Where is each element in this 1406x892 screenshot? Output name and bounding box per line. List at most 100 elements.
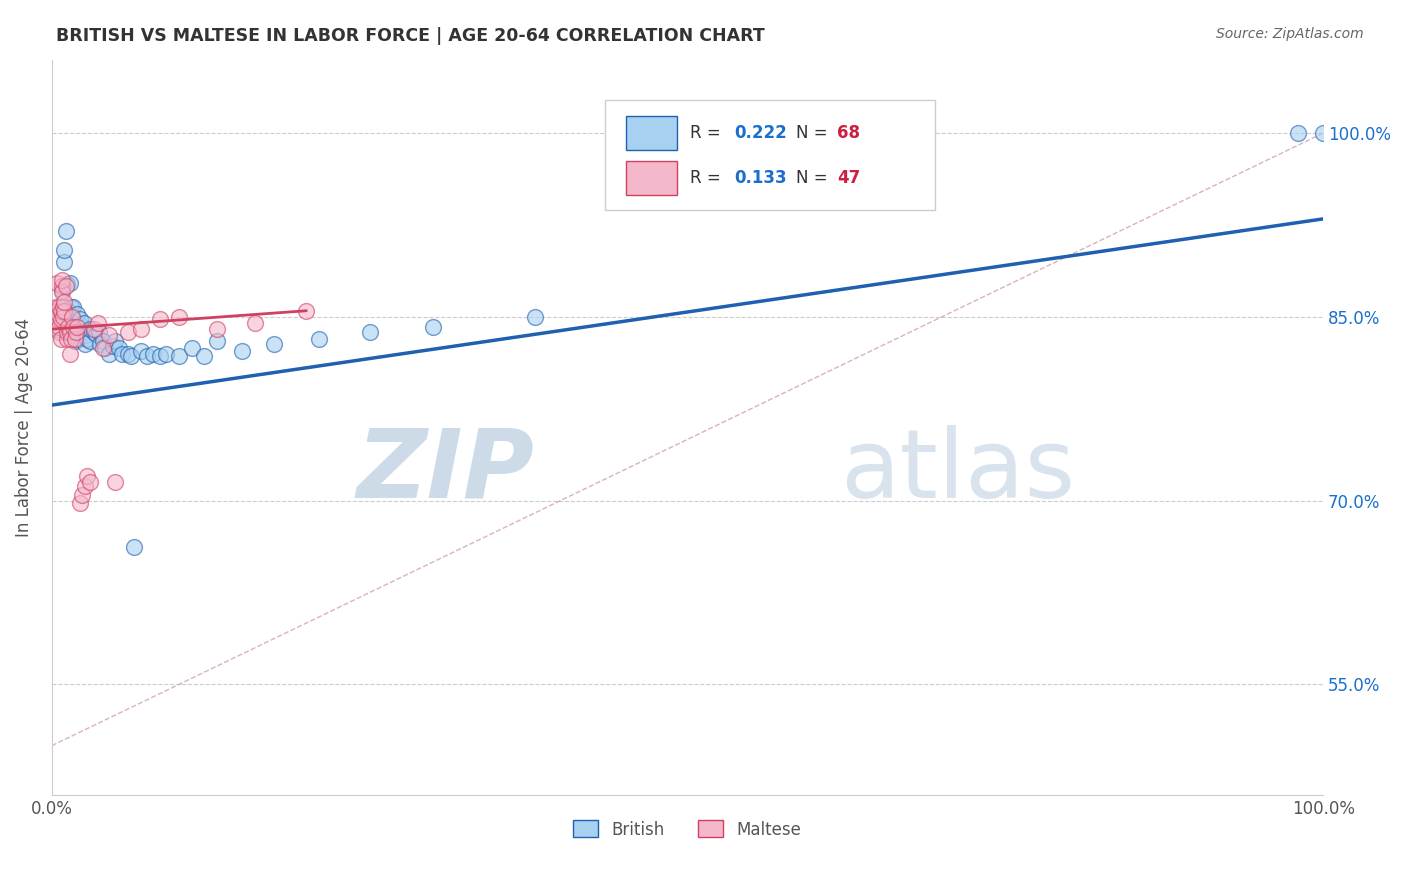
British [124, 540, 146, 554]
British [53, 254, 76, 268]
British [359, 325, 381, 339]
British [62, 300, 84, 314]
Text: Source: ZipAtlas.com: Source: ZipAtlas.com [1216, 27, 1364, 41]
British [76, 332, 98, 346]
British [46, 322, 69, 336]
British [1286, 126, 1309, 140]
British [72, 316, 94, 330]
British [120, 349, 142, 363]
Text: R =: R = [690, 123, 725, 142]
Maltese [73, 479, 96, 493]
Maltese [45, 303, 67, 318]
British [60, 319, 83, 334]
Text: 0.133: 0.133 [734, 169, 787, 186]
Maltese [66, 319, 89, 334]
British [59, 322, 82, 336]
Text: R =: R = [690, 169, 725, 186]
Maltese [59, 332, 82, 346]
Maltese [295, 303, 318, 318]
Maltese [53, 295, 76, 310]
Maltese [117, 325, 139, 339]
British [58, 276, 80, 290]
British [231, 344, 253, 359]
Maltese [51, 285, 73, 300]
British [117, 346, 139, 360]
British [142, 346, 165, 360]
British [62, 312, 84, 326]
Legend: British, Maltese: British, Maltese [567, 814, 808, 846]
Maltese [129, 322, 152, 336]
British [63, 334, 86, 349]
Maltese [53, 303, 76, 318]
British [56, 303, 79, 318]
British [66, 325, 89, 339]
Maltese [51, 273, 73, 287]
Maltese [69, 496, 91, 510]
Maltese [58, 319, 80, 334]
British [63, 325, 86, 339]
British [308, 332, 330, 346]
British [149, 349, 172, 363]
British [56, 277, 79, 291]
British [205, 334, 228, 349]
Maltese [97, 328, 120, 343]
British [72, 325, 94, 339]
British [523, 310, 546, 324]
British [49, 308, 72, 322]
British [101, 339, 124, 353]
British [59, 300, 82, 314]
Maltese [60, 310, 83, 324]
British [136, 349, 159, 363]
British [84, 326, 107, 341]
British [91, 334, 114, 349]
Maltese [45, 276, 67, 290]
British [193, 349, 215, 363]
Maltese [49, 303, 72, 318]
Maltese [48, 325, 70, 339]
British [104, 334, 127, 349]
British [155, 346, 177, 360]
British [67, 332, 90, 346]
British [263, 336, 285, 351]
FancyBboxPatch shape [627, 161, 678, 194]
Maltese [58, 346, 80, 360]
Maltese [76, 469, 98, 483]
British [167, 349, 190, 363]
British [1312, 126, 1334, 140]
British [89, 336, 111, 351]
British [51, 283, 73, 297]
Maltese [51, 279, 73, 293]
British [73, 336, 96, 351]
Maltese [63, 332, 86, 346]
British [75, 328, 97, 343]
Maltese [45, 300, 67, 314]
British [83, 325, 105, 339]
British [70, 325, 93, 339]
British [87, 325, 110, 339]
Maltese [48, 300, 70, 314]
Y-axis label: In Labor Force | Age 20-64: In Labor Force | Age 20-64 [15, 318, 32, 537]
Maltese [62, 319, 84, 334]
Maltese [243, 316, 266, 330]
British [55, 224, 77, 238]
Text: BRITISH VS MALTESE IN LABOR FORCE | AGE 20-64 CORRELATION CHART: BRITISH VS MALTESE IN LABOR FORCE | AGE … [56, 27, 765, 45]
Maltese [65, 325, 87, 339]
British [97, 346, 120, 360]
British [79, 322, 101, 336]
British [129, 344, 152, 359]
Text: N =: N = [796, 123, 832, 142]
British [58, 322, 80, 336]
FancyBboxPatch shape [627, 116, 678, 150]
British [53, 312, 76, 326]
British [59, 308, 82, 322]
British [79, 334, 101, 349]
Maltese [205, 322, 228, 336]
Maltese [72, 487, 94, 501]
Text: ZIP: ZIP [357, 425, 534, 517]
Maltese [86, 316, 108, 330]
Text: 68: 68 [838, 123, 860, 142]
Text: atlas: atlas [839, 425, 1076, 517]
British [58, 312, 80, 326]
British [66, 316, 89, 330]
Maltese [49, 312, 72, 326]
